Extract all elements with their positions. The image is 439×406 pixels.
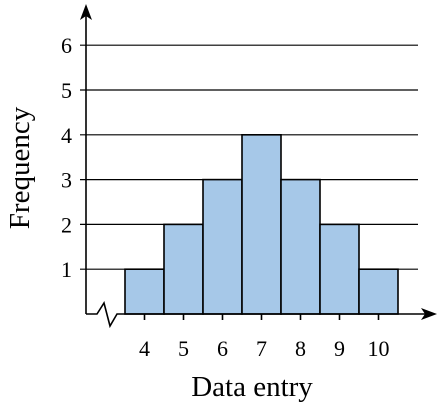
x-tick-label: 8 [295,336,306,361]
x-tick-label: 6 [217,336,228,361]
bar [202,178,243,315]
bar [358,268,399,315]
bar [280,178,321,315]
bar [163,223,204,315]
bar [241,134,282,315]
y-axis-label: Frequency [4,106,36,229]
x-axis-line-with-break [86,301,428,329]
x-tick-label: 7 [256,336,267,361]
y-tick-label: 4 [61,123,72,148]
y-tick-labels: 1 2 3 4 5 6 [61,33,72,282]
y-tick-label: 6 [61,33,72,58]
x-tick-label: 5 [178,336,189,361]
x-tick-label: 9 [334,336,345,361]
x-axis-arrowhead [421,308,437,320]
y-tick-label: 2 [61,212,72,237]
x-tick-labels: 4 5 6 7 8 9 10 [139,314,390,361]
y-tick-label: 3 [61,168,72,193]
x-tick-label: 10 [368,336,390,361]
bar [124,268,165,315]
axes [80,4,437,329]
bars [124,134,399,315]
x-tick-label: 4 [139,336,150,361]
y-axis-arrowhead [80,4,92,20]
y-tick-label: 1 [61,257,72,282]
y-tick-label: 5 [61,78,72,103]
x-axis-label: Data entry [191,371,313,403]
bar [319,223,360,315]
